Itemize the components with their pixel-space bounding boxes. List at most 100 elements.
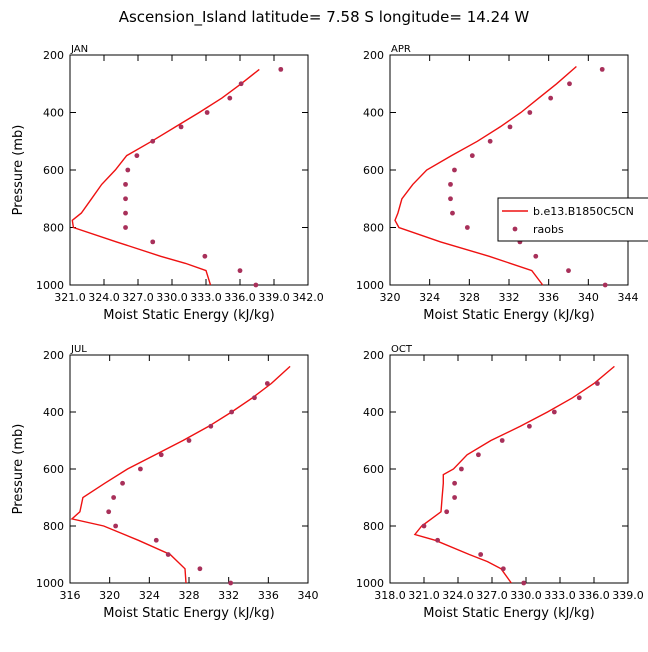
y-tick-label: 200 xyxy=(43,349,64,362)
month-label-jan: JAN xyxy=(70,44,88,55)
raobs-point xyxy=(186,438,192,443)
y-tick-label: 800 xyxy=(43,222,64,235)
raobs-point xyxy=(165,552,171,557)
raobs-point xyxy=(551,409,557,415)
x-tick-label: 320 xyxy=(380,291,401,304)
y-tick-label: 400 xyxy=(363,107,384,120)
legend: b.e13.B1850C5CN raobs xyxy=(497,197,648,242)
raobs-point xyxy=(238,81,244,87)
raobs-point xyxy=(478,552,484,557)
x-axis-label: Moist Static Energy (kJ/kg) xyxy=(423,308,594,323)
x-tick-label: 321.0 xyxy=(408,589,440,602)
raobs-point xyxy=(229,409,235,415)
x-tick-label: 327.0 xyxy=(476,589,508,602)
x-tick-label: 320 xyxy=(99,589,120,602)
raobs-point xyxy=(138,466,143,472)
y-tick-label: 600 xyxy=(363,463,384,476)
raobs-point xyxy=(106,509,112,515)
raobs-point xyxy=(527,423,532,429)
panel-oct: OCT 318.0 321.0 324.0 327.0 330.0 333.0 336.0 33… xyxy=(356,344,644,621)
raobs-point xyxy=(178,124,184,130)
raobs-point xyxy=(202,253,208,259)
model-profile-line-oct xyxy=(413,365,615,584)
x-tick-label: 324.0 xyxy=(88,291,120,304)
raobs-point xyxy=(252,395,257,401)
x-tick-label: 324 xyxy=(419,291,440,304)
raobs-point xyxy=(476,452,481,458)
raobs-point xyxy=(158,452,164,458)
x-tick-label: 336 xyxy=(538,291,559,304)
x-tick-label: 336 xyxy=(258,589,279,602)
x-tick-label: 316 xyxy=(60,589,81,602)
raobs-point xyxy=(448,196,453,202)
legend-obs-label: raobs xyxy=(533,223,564,236)
model-profile-line-apr xyxy=(394,65,577,286)
raobs-point xyxy=(197,566,203,572)
y-tick-label: 600 xyxy=(43,463,64,476)
raobs-point xyxy=(527,110,533,115)
raobs-point xyxy=(208,423,214,429)
raobs-point xyxy=(253,282,259,288)
raobs-point xyxy=(448,181,453,187)
raobs-point xyxy=(264,381,270,386)
raobs-point xyxy=(452,480,457,486)
x-tick-label: 336.0 xyxy=(224,291,256,304)
raobs-point xyxy=(499,438,505,443)
x-tick-label: 339.0 xyxy=(258,291,290,304)
x-tick-label: 318.0 xyxy=(374,589,406,602)
raobs-point xyxy=(507,124,513,130)
legend-box xyxy=(497,197,648,242)
plot-frame xyxy=(389,354,629,584)
y-tick-label: 800 xyxy=(43,520,64,533)
raobs-point xyxy=(421,523,427,529)
x-tick-label: 333.0 xyxy=(544,589,576,602)
raobs-point xyxy=(533,253,539,259)
y-tick-label: 400 xyxy=(363,406,384,419)
raobs-point xyxy=(450,210,455,216)
y-tick-label: 600 xyxy=(43,164,64,177)
x-axis-label: Moist Static Energy (kJ/kg) xyxy=(103,606,274,621)
y-tick-label: 200 xyxy=(363,49,384,62)
raobs-point xyxy=(113,523,119,529)
raobs-point xyxy=(452,495,457,500)
raobs-point xyxy=(595,381,600,386)
panel-jul: JUL 316 320 324 328 332 336 340 200 400 600 800 1000… xyxy=(11,344,319,621)
legend-model-label: b.e13.B1850C5CN xyxy=(533,205,634,218)
y-tick-label: 1000 xyxy=(356,279,384,292)
y-tick-label: 1000 xyxy=(36,577,64,590)
raobs-point xyxy=(153,537,159,543)
raobs-point xyxy=(123,196,128,202)
x-tick-label: 321.0 xyxy=(54,291,86,304)
raobs-point xyxy=(459,466,464,472)
raobs-point xyxy=(500,566,506,572)
x-tick-label: 332 xyxy=(499,291,520,304)
x-axis-label: Moist Static Energy (kJ/kg) xyxy=(103,308,274,323)
month-label-apr: APR xyxy=(391,44,411,55)
raobs-point xyxy=(452,167,457,173)
y-axis-label: Pressure (mb) xyxy=(11,424,26,515)
model-profile-line-jan xyxy=(71,68,260,286)
raobs-point xyxy=(444,509,450,515)
raobs-point xyxy=(228,580,234,586)
raobs-point xyxy=(150,138,156,144)
panel-jan: JAN 321.0 324.0 327.0 330.0 333.0 336.0 339.0 34… xyxy=(11,44,324,323)
legend-obs-swatch xyxy=(512,226,518,232)
raobs-point xyxy=(487,138,493,144)
raobs-point xyxy=(521,580,527,586)
x-axis-label: Moist Static Energy (kJ/kg) xyxy=(423,606,594,621)
raobs-point xyxy=(227,95,233,101)
raobs-point xyxy=(120,480,125,486)
raobs-point xyxy=(111,495,117,500)
raobs-point xyxy=(469,153,475,159)
raobs-point xyxy=(123,210,128,216)
y-tick-label: 1000 xyxy=(36,279,64,292)
raobs-point xyxy=(435,537,440,543)
y-tick-label: 800 xyxy=(363,222,384,235)
x-tick-label: 340 xyxy=(578,291,599,304)
month-label-oct: OCT xyxy=(391,344,413,355)
x-tick-label: 340 xyxy=(298,589,319,602)
raobs-point xyxy=(237,268,243,274)
x-tick-label: 330.0 xyxy=(510,589,542,602)
y-tick-label: 200 xyxy=(363,349,384,362)
